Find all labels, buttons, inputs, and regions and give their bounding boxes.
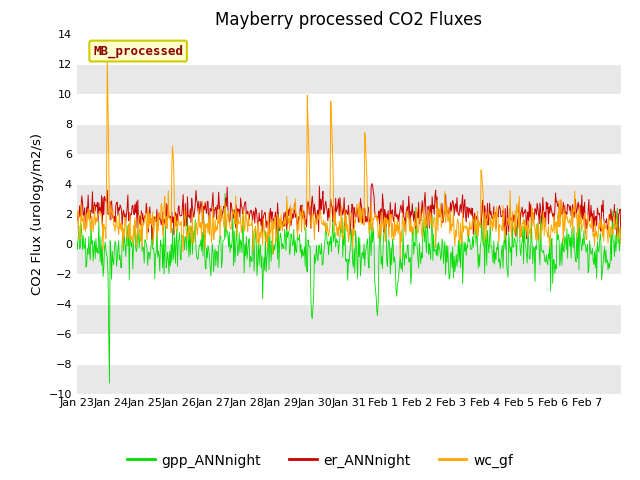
Y-axis label: CO2 Flux (urology/m2/s): CO2 Flux (urology/m2/s) [31,132,44,295]
Text: MB_processed: MB_processed [93,44,183,58]
Bar [77,364,621,394]
Bar [77,123,621,154]
Bar [77,63,621,94]
Bar [77,183,621,214]
Bar [77,243,621,274]
Legend: gpp_ANNnight, er_ANNnight, wc_gf: gpp_ANNnight, er_ANNnight, wc_gf [121,448,519,473]
Bar [77,303,621,334]
Title: Mayberry processed CO2 Fluxes: Mayberry processed CO2 Fluxes [215,11,483,29]
